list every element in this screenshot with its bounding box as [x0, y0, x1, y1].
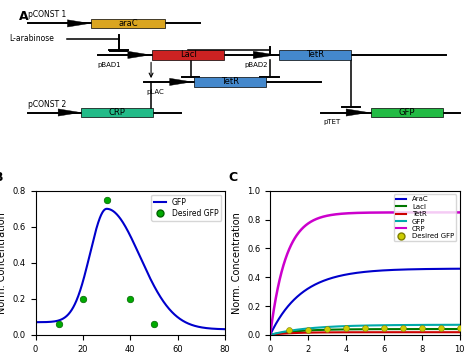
Polygon shape: [346, 109, 368, 116]
Y-axis label: Norm. Concentration: Norm. Concentration: [232, 212, 242, 314]
Line: AraC: AraC: [270, 269, 460, 335]
Polygon shape: [253, 51, 275, 58]
Point: [399, 325, 407, 330]
Bar: [82, 108, 154, 117]
Text: pTET: pTET: [323, 119, 340, 125]
Polygon shape: [67, 20, 90, 27]
Point: [285, 328, 293, 333]
TetR: [423, 330, 428, 334]
AraC: [370, 269, 375, 273]
Line: LacI: LacI: [270, 329, 460, 335]
Point: [103, 197, 110, 203]
LacI: [357, 327, 363, 332]
TetR: [452, 330, 458, 334]
Polygon shape: [128, 51, 150, 58]
Point: [456, 325, 464, 330]
Legend: GFP, Desired GFP: GFP, Desired GFP: [151, 195, 221, 221]
Text: A: A: [18, 10, 28, 23]
X-axis label: Time [h]: Time [h]: [345, 359, 385, 360]
Line: TetR: TetR: [270, 332, 460, 335]
Point: [304, 328, 312, 333]
Line: GFP: GFP: [270, 325, 460, 335]
GFP: [380, 323, 386, 327]
LacI: [457, 327, 463, 331]
GFP: [457, 323, 463, 327]
Bar: [91, 19, 165, 28]
TetR: [357, 330, 363, 334]
X-axis label: L-arabinose (mM): L-arabinose (mM): [87, 359, 173, 360]
Text: pBAD2: pBAD2: [244, 62, 267, 68]
GFP: [358, 324, 364, 328]
AraC: [423, 267, 428, 271]
Point: [55, 321, 63, 327]
LacI: [423, 327, 428, 331]
TetR: [370, 330, 375, 334]
Legend: AraC, LacI, TetR, GFP, CRP, Desired GFP: AraC, LacI, TetR, GFP, CRP, Desired GFP: [394, 194, 456, 242]
TetR: [358, 330, 364, 334]
Polygon shape: [170, 78, 192, 85]
Text: pLAC: pLAC: [146, 89, 164, 95]
GFP: [423, 323, 428, 327]
LacI: [358, 327, 364, 332]
Text: TetR: TetR: [221, 77, 239, 86]
Point: [418, 325, 426, 330]
CRP: [370, 211, 375, 215]
Bar: [279, 50, 351, 59]
Text: CRP: CRP: [109, 108, 126, 117]
AraC: [380, 268, 386, 273]
CRP: [452, 210, 458, 215]
LacI: [452, 327, 458, 331]
AraC: [452, 267, 458, 271]
CRP: [380, 210, 386, 215]
Text: pBAD1: pBAD1: [98, 62, 121, 68]
Point: [150, 321, 158, 327]
Bar: [371, 108, 443, 117]
TetR: [380, 330, 386, 334]
Text: C: C: [228, 171, 237, 184]
LacI: [380, 327, 386, 331]
TetR: [267, 333, 273, 337]
Text: L-arabinose: L-arabinose: [9, 34, 54, 43]
Point: [79, 296, 87, 302]
Text: araC: araC: [118, 19, 137, 28]
Point: [342, 325, 350, 330]
AraC: [457, 266, 463, 271]
Y-axis label: Norm. Concentration: Norm. Concentration: [0, 212, 7, 314]
CRP: [357, 211, 363, 215]
Point: [127, 296, 134, 302]
AraC: [357, 270, 363, 275]
LacI: [267, 333, 273, 337]
Text: GFP: GFP: [399, 108, 415, 117]
Point: [361, 325, 369, 330]
Text: pCONST 2: pCONST 2: [28, 100, 66, 109]
Point: [437, 325, 445, 330]
GFP: [452, 323, 458, 327]
Text: B: B: [0, 171, 3, 184]
GFP: [357, 324, 363, 328]
AraC: [358, 270, 364, 274]
AraC: [267, 333, 273, 337]
CRP: [423, 210, 428, 215]
Bar: [153, 50, 225, 59]
CRP: [358, 211, 364, 215]
Bar: [194, 77, 266, 86]
GFP: [370, 323, 375, 328]
Line: CRP: CRP: [270, 212, 460, 335]
CRP: [457, 210, 463, 215]
Point: [380, 325, 388, 330]
Text: TetR: TetR: [306, 50, 324, 59]
Polygon shape: [58, 109, 81, 116]
Text: pCONST 1: pCONST 1: [28, 10, 66, 19]
Point: [323, 326, 331, 332]
Text: LacI: LacI: [180, 50, 197, 59]
TetR: [457, 330, 463, 334]
CRP: [267, 333, 273, 337]
LacI: [370, 327, 375, 331]
GFP: [267, 333, 273, 337]
